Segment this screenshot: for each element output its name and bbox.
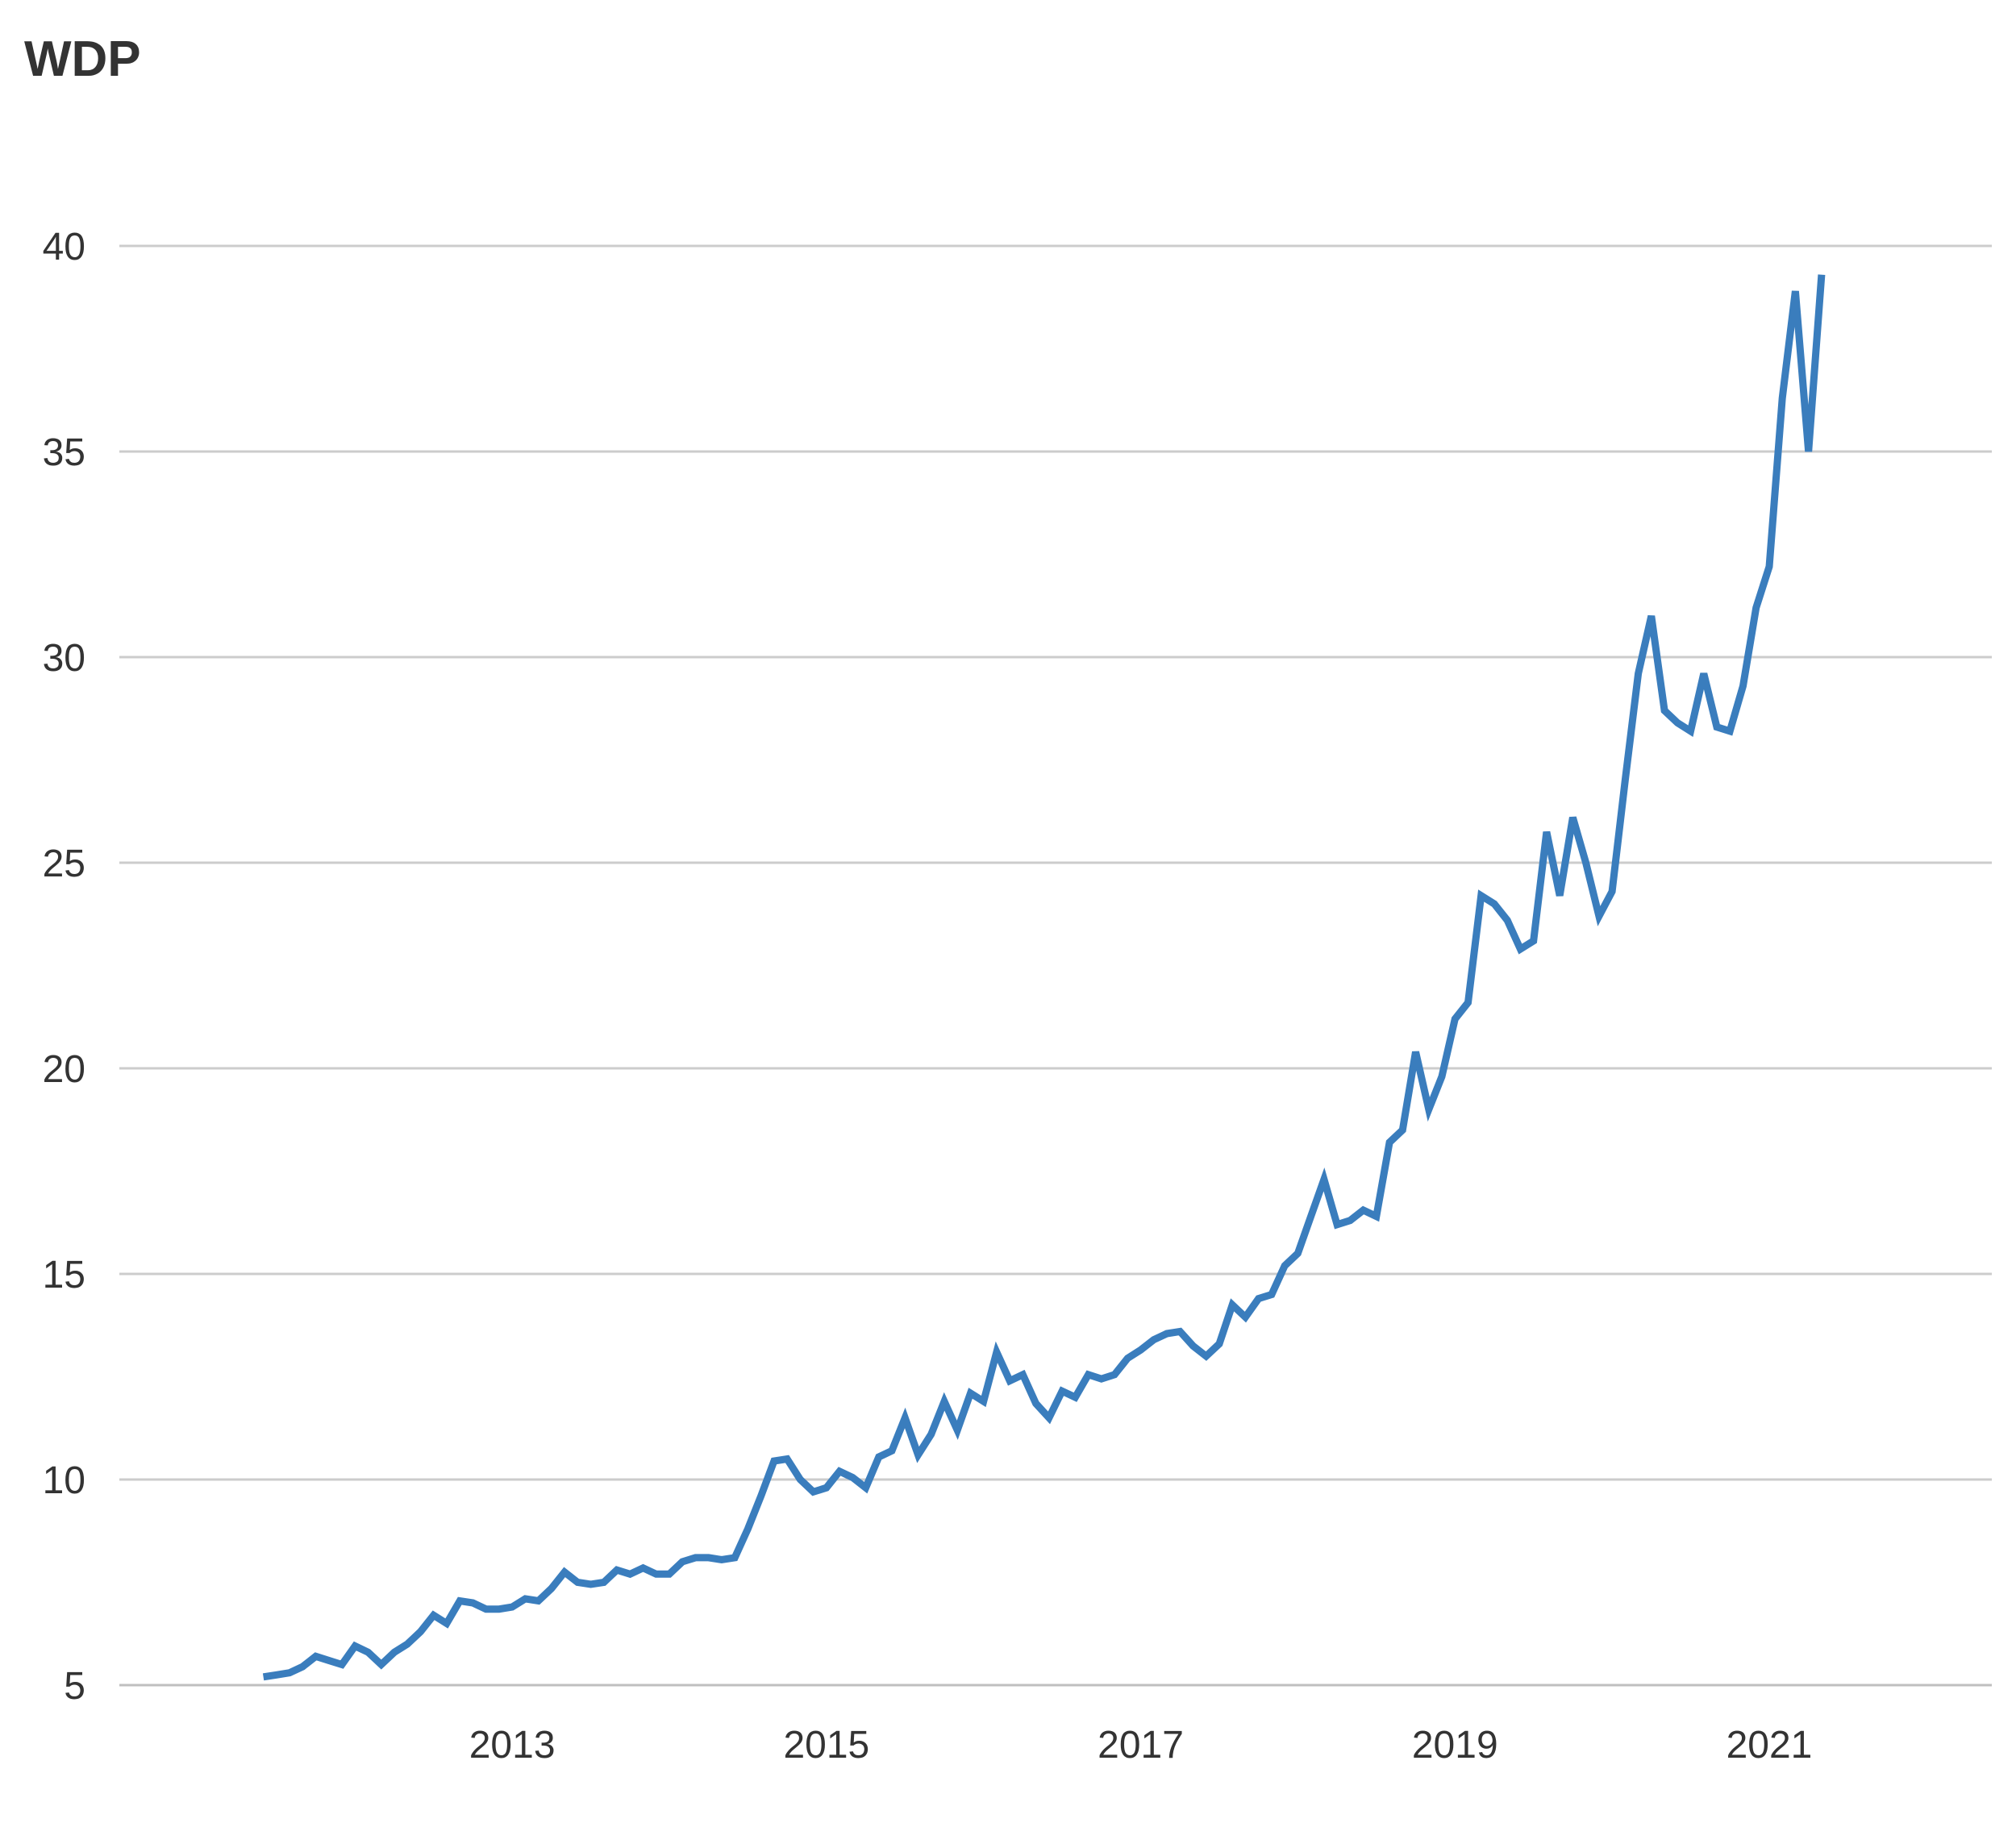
y-tick-label: 35 — [43, 431, 85, 474]
y-tick-label: 25 — [43, 843, 85, 885]
y-tick-label: 30 — [43, 637, 85, 680]
x-tick-label: 2015 — [783, 1724, 869, 1767]
x-tick-label: 2017 — [1098, 1724, 1184, 1767]
y-tick-labels: 5 10 15 20 25 30 35 40 — [43, 226, 85, 1708]
x-tick-label: 2013 — [469, 1724, 556, 1767]
x-tick-label: 2019 — [1412, 1724, 1498, 1767]
series — [262, 274, 1826, 1681]
gridlines — [119, 244, 1992, 1481]
y-tick-label: 20 — [43, 1048, 85, 1091]
series-line-0 — [262, 274, 1826, 1681]
y-tick-label: 10 — [43, 1459, 85, 1502]
x-tick-label: 2021 — [1727, 1724, 1813, 1767]
y-tick-label: 15 — [43, 1254, 85, 1297]
y-tick-label: 5 — [64, 1665, 85, 1708]
x-tick-labels: 2013 2015 2017 2019 2021 — [469, 1724, 1813, 1767]
chart-title: WDP — [24, 31, 141, 87]
y-tick-label: 40 — [43, 226, 85, 268]
